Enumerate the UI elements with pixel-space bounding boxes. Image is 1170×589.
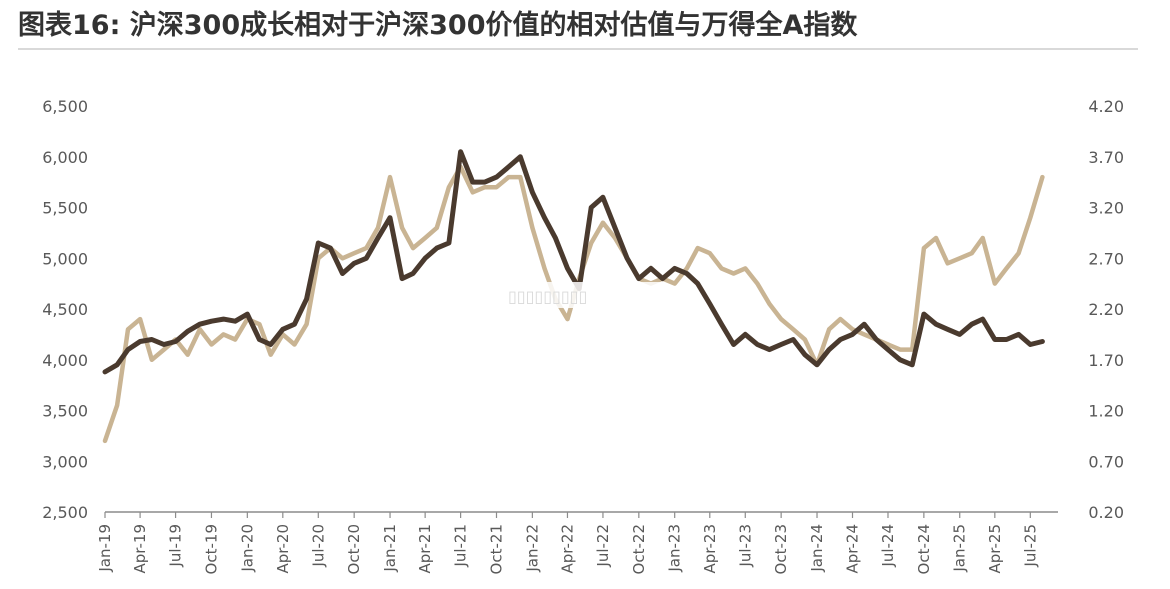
right-y-tick-label: 2.70	[1088, 249, 1124, 268]
x-tick-label: Apr-24	[844, 524, 862, 574]
watermark-text: ▯▯▯▯▯▯▯▯▯	[508, 287, 587, 306]
x-tick-label: Jul-25	[1021, 524, 1039, 568]
x-tick-label: Apr-25	[986, 524, 1004, 574]
x-tick-label: Jan-20	[238, 524, 256, 573]
x-tick-label: Apr-22	[558, 524, 576, 574]
x-tick-label: Jan-19	[96, 524, 114, 573]
left-y-axis: 6,500 6,000 5,500 5,000 4,500 4,000 3,500 3,000…	[42, 97, 88, 522]
x-tick-label: Jan-23	[666, 524, 684, 573]
x-tick-label: Jul-19	[167, 524, 185, 568]
x-axis: Jan-19 Apr-19 Jul-19 Oct-19 Jan-20 Apr-20 Jul-…	[96, 511, 1058, 574]
x-tick-label: Jul-23	[736, 524, 754, 568]
left-y-tick-label: 4,500	[42, 300, 88, 319]
x-tick-label: Apr-19	[131, 524, 149, 574]
x-tick-label: Oct-24	[915, 524, 933, 574]
left-y-tick-label: 3,000	[42, 452, 88, 471]
left-y-tick-label: 3,500	[42, 402, 88, 421]
x-tick-label: Oct-20	[345, 524, 363, 574]
left-y-tick-label: 5,500	[42, 199, 88, 218]
x-tick-label: Apr-21	[416, 524, 434, 574]
series-line-left-axis	[102, 149, 1045, 375]
right-y-tick-label: 0.70	[1088, 452, 1124, 471]
chart-title: 图表16: 沪深300成长相对于沪深300价值的相对估值与万得全A指数	[18, 10, 858, 41]
x-tick-label: Jan-24	[808, 524, 826, 573]
right-y-tick-label: 0.20	[1088, 503, 1124, 522]
x-tick-label: Oct-21	[487, 524, 505, 574]
left-y-tick-label: 4,000	[42, 351, 88, 370]
x-tick-label: Apr-23	[701, 524, 719, 574]
right-y-axis: 4.20 3.70 3.20 2.70 2.20 1.70 1.20 0.70 0.20	[1088, 97, 1124, 522]
left-y-tick-label: 2,500	[42, 503, 88, 522]
x-tick-label: Apr-20	[274, 524, 292, 574]
right-y-tick-label: 3.20	[1088, 199, 1124, 218]
x-tick-label: Jul-24	[879, 524, 897, 568]
watermark-box	[500, 282, 665, 308]
x-tick-label: Jul-22	[594, 524, 612, 568]
left-y-tick-label: 5,000	[42, 249, 88, 268]
watermark: ▯▯▯▯▯▯▯▯▯	[500, 282, 665, 308]
right-y-tick-label: 2.20	[1088, 300, 1124, 319]
left-y-tick-label: 6,000	[42, 148, 88, 167]
x-tick-label: Jan-25	[951, 524, 969, 573]
left-y-tick-label: 6,500	[42, 97, 88, 116]
x-tick-label: Jan-22	[523, 524, 541, 573]
right-y-tick-label: 3.70	[1088, 148, 1124, 167]
right-y-tick-label: 4.20	[1088, 97, 1124, 116]
x-tick-label: Oct-23	[772, 524, 790, 574]
title-divider	[18, 48, 1138, 50]
x-tick-label: Oct-19	[202, 524, 220, 574]
right-y-tick-label: 1.20	[1088, 402, 1124, 421]
x-tick-label: Jul-21	[452, 524, 470, 568]
x-tick-label: Oct-22	[630, 524, 648, 574]
x-tick-label: Jul-20	[309, 524, 327, 568]
right-y-tick-label: 1.70	[1088, 351, 1124, 370]
x-tick-label: Jan-21	[381, 524, 399, 573]
